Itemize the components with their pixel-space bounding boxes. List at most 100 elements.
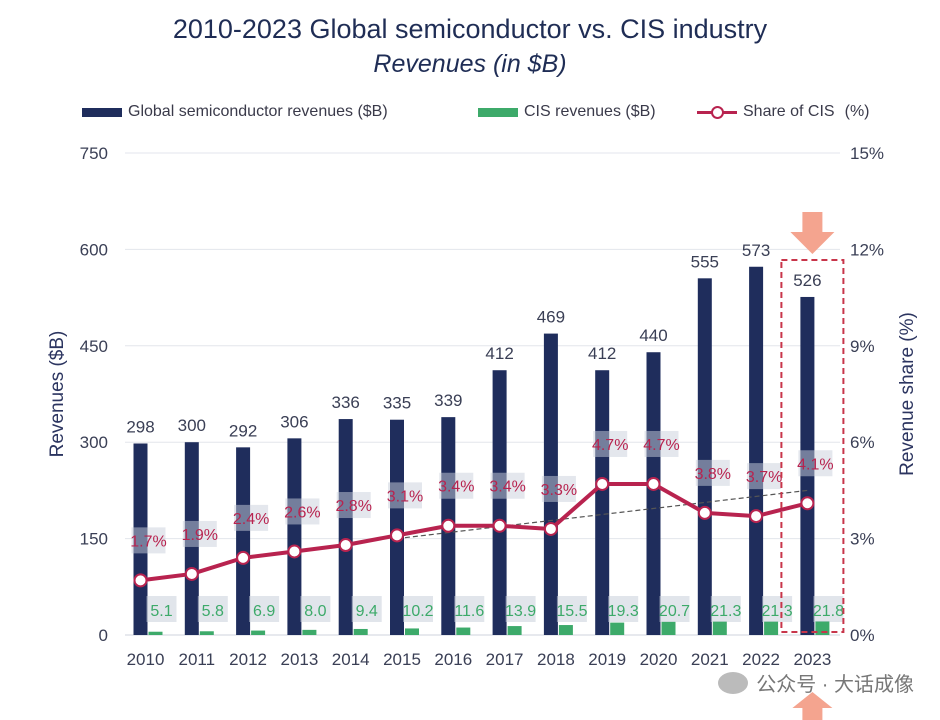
label-bg-share bbox=[439, 472, 474, 499]
legend-label-cis: CIS revenues ($B) bbox=[524, 103, 656, 120]
share-point bbox=[338, 538, 353, 553]
label-bg-share bbox=[593, 430, 628, 457]
share-label: 3.4% bbox=[489, 479, 525, 496]
bar-label-semiconductor: 469 bbox=[537, 308, 565, 327]
y2-axis-title: Revenue share (%) bbox=[897, 312, 918, 476]
label-bg-cis bbox=[300, 596, 331, 622]
share-point bbox=[184, 566, 199, 581]
x-tick-label: 2015 bbox=[383, 650, 421, 669]
share-label: 2.6% bbox=[284, 504, 320, 521]
bar-semiconductor bbox=[492, 370, 507, 635]
y2-tick-label: 3% bbox=[850, 530, 875, 549]
share-point bbox=[749, 509, 764, 524]
label-bg-share bbox=[388, 482, 422, 509]
bar-label-semiconductor: 526 bbox=[793, 271, 821, 290]
share-point bbox=[646, 476, 661, 491]
watermark: 公众号 · 大话成像 bbox=[718, 668, 914, 697]
label-bg-cis bbox=[351, 596, 382, 622]
label-bg-share bbox=[695, 459, 730, 486]
bar-semiconductor bbox=[595, 370, 610, 635]
bar-label-semiconductor: 440 bbox=[639, 326, 667, 345]
chart-title: 2010-2023 Global semiconductor vs. CIS i… bbox=[172, 14, 768, 44]
x-tick-label: 2012 bbox=[229, 650, 267, 669]
y2-tick-label: 9% bbox=[850, 337, 875, 356]
bar-semiconductor bbox=[390, 419, 404, 635]
x-tick-label: 2016 bbox=[434, 650, 472, 669]
y2-tick-label: 15% bbox=[850, 144, 884, 163]
legend-item-share: Share of CIS (%) bbox=[697, 103, 870, 121]
legend: Global semiconductor revenues ($B) CIS r… bbox=[0, 103, 940, 125]
up-arrow-icon bbox=[792, 692, 833, 720]
legend-label-semiconductor: Global semiconductor revenues ($B) bbox=[128, 103, 388, 120]
bar-semiconductor bbox=[338, 419, 353, 635]
bar-cis bbox=[764, 621, 779, 635]
legend-item-semiconductor: Global semiconductor revenues ($B) bbox=[82, 103, 388, 121]
share-label: 3.3% bbox=[541, 482, 577, 499]
highlight-box bbox=[780, 259, 845, 633]
bar-semiconductor bbox=[287, 438, 302, 635]
share-label: 2.8% bbox=[335, 498, 371, 515]
x-tick-label: 2021 bbox=[691, 650, 729, 669]
label-bg-share bbox=[541, 475, 576, 502]
bar-cis bbox=[610, 622, 625, 635]
y-tick-label: 0 bbox=[99, 626, 108, 645]
share-label: 4.7% bbox=[643, 437, 679, 454]
label-bg-share bbox=[336, 492, 371, 519]
label-bg-cis bbox=[608, 596, 639, 622]
bar-label-semiconductor: 339 bbox=[434, 391, 462, 410]
bar-label-semiconductor: 555 bbox=[691, 252, 719, 271]
bar-label-cis: 15.5 bbox=[556, 603, 587, 620]
share-point bbox=[800, 496, 815, 511]
bar-semiconductor bbox=[646, 352, 661, 635]
label-bg-cis bbox=[762, 596, 793, 622]
bar-label-semiconductor: 336 bbox=[332, 393, 360, 412]
label-bg-cis bbox=[454, 596, 485, 622]
bar-label-semiconductor: 412 bbox=[485, 344, 513, 363]
bar-semiconductor bbox=[749, 266, 764, 635]
x-tick-label: 2018 bbox=[537, 650, 575, 669]
bar-label-semiconductor: 412 bbox=[588, 344, 616, 363]
legend-swatch-share bbox=[697, 105, 737, 119]
y-tick-label: 600 bbox=[80, 240, 108, 259]
legend-label-share: Share of CIS bbox=[743, 103, 835, 120]
y2-tick-label: 12% bbox=[850, 240, 884, 259]
y-axis-title: Revenues ($B) bbox=[47, 331, 68, 458]
wechat-icon bbox=[718, 671, 749, 694]
bar-label-semiconductor: 300 bbox=[178, 416, 206, 435]
share-label: 2.4% bbox=[233, 511, 269, 528]
bar-label-cis: 11.6 bbox=[454, 603, 484, 620]
bar-cis bbox=[353, 628, 368, 635]
bar-cis bbox=[199, 631, 214, 635]
share-point bbox=[595, 476, 610, 491]
label-bg-cis bbox=[505, 596, 536, 622]
bar-cis bbox=[558, 625, 573, 635]
label-bg-cis bbox=[249, 596, 280, 622]
label-bg-share bbox=[285, 498, 320, 525]
watermark-text: 公众号 · 大话成像 bbox=[756, 674, 914, 696]
share-label: 4.1% bbox=[797, 456, 833, 473]
down-arrow-icon bbox=[790, 212, 835, 254]
share-label: 3.7% bbox=[746, 469, 782, 486]
bar-label-semiconductor: 298 bbox=[126, 417, 154, 436]
bar-label-cis: 13.9 bbox=[505, 603, 536, 620]
x-tick-label: 2023 bbox=[793, 650, 831, 669]
bar-label-cis: 20.7 bbox=[659, 603, 690, 620]
x-tick-label: 2022 bbox=[742, 650, 780, 669]
x-tick-label: 2020 bbox=[640, 650, 678, 669]
bar-label-semiconductor: 335 bbox=[383, 394, 411, 413]
x-tick-label: 2017 bbox=[486, 650, 524, 669]
label-bg-share bbox=[131, 527, 166, 554]
y-tick-label: 300 bbox=[80, 433, 108, 452]
bar-label-semiconductor: 573 bbox=[742, 241, 770, 260]
bar-label-cis: 8.0 bbox=[304, 603, 326, 620]
bar-semiconductor bbox=[697, 278, 712, 635]
label-bg-cis bbox=[556, 596, 587, 622]
label-bg-share bbox=[747, 463, 782, 490]
share-label: 3.4% bbox=[438, 479, 474, 496]
label-bg-cis bbox=[197, 596, 228, 622]
share-line bbox=[140, 481, 808, 583]
bar-label-cis: 21.3 bbox=[710, 603, 741, 620]
bar-cis bbox=[148, 631, 163, 635]
y-tick-label: 450 bbox=[80, 337, 108, 356]
label-bg-share bbox=[798, 450, 833, 477]
